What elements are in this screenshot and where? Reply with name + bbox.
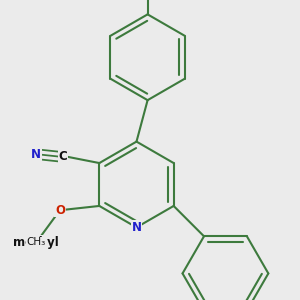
Text: O: O xyxy=(55,204,65,217)
Text: C: C xyxy=(58,150,67,163)
Text: methyl: methyl xyxy=(14,236,59,249)
Text: N: N xyxy=(31,148,41,161)
Text: N: N xyxy=(131,221,142,234)
Text: CH₃: CH₃ xyxy=(27,237,46,248)
